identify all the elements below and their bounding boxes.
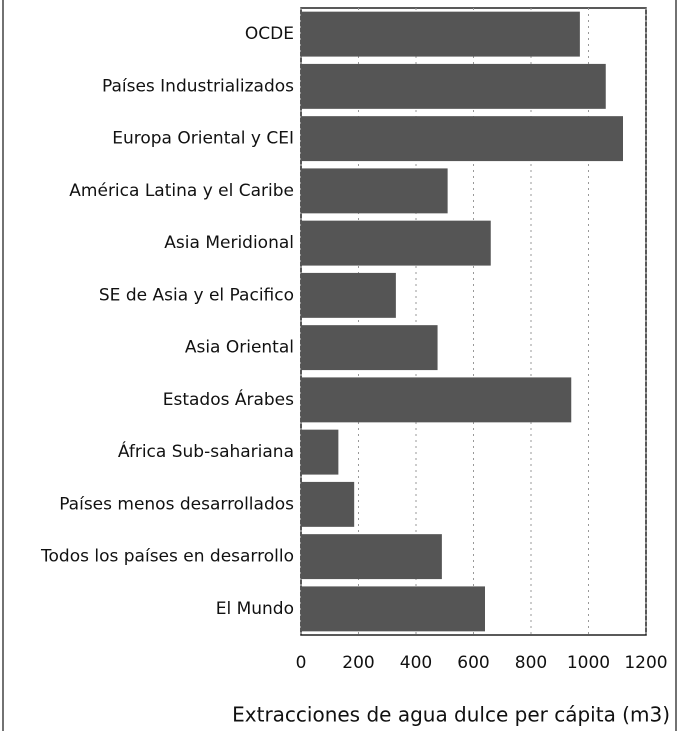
y-tick-label: El Mundo — [216, 599, 294, 619]
bar — [301, 534, 442, 580]
y-tick-label: Todos los países en desarrollo — [40, 547, 294, 567]
x-tick-label: 0 — [296, 653, 307, 673]
y-tick-label: Estados Árabes — [163, 388, 294, 410]
x-axis-label: Extracciones de agua dulce per cápita (m… — [232, 703, 670, 727]
bar — [301, 168, 448, 214]
bar — [301, 377, 572, 423]
y-tick-label: Países Industrializados — [102, 76, 294, 96]
y-tick-label: OCDE — [245, 24, 294, 44]
x-tick-label: 800 — [515, 653, 547, 673]
y-tick-label: América Latina y el Caribe — [69, 181, 294, 201]
x-tick-label: 400 — [400, 653, 432, 673]
bar — [301, 429, 339, 475]
bar — [301, 272, 396, 318]
bar — [301, 220, 491, 266]
x-tick-label: 1000 — [567, 653, 610, 673]
x-tick-label: 600 — [457, 653, 489, 673]
x-tick-label: 200 — [342, 653, 374, 673]
y-tick-label: SE de Asia y el Pacifico — [99, 285, 294, 305]
y-tick-label: Europa Oriental y CEI — [112, 129, 294, 149]
x-tick-label: 1200 — [624, 653, 667, 673]
bar — [301, 11, 580, 57]
y-tick-label: Asia Meridional — [164, 233, 294, 253]
bar — [301, 481, 355, 527]
bar — [301, 325, 438, 371]
y-tick-label: Países menos desarrollados — [59, 494, 294, 514]
bar — [301, 586, 485, 632]
bar — [301, 63, 606, 109]
y-tick-label: Asia Oriental — [185, 338, 294, 358]
bar — [301, 116, 623, 162]
y-tick-label: África Sub-sahariana — [118, 440, 294, 462]
